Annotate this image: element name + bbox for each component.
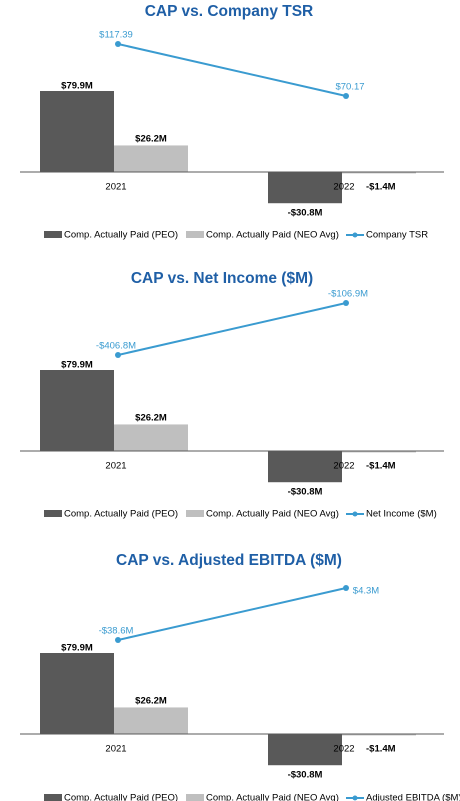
line-point-2021 xyxy=(115,637,121,643)
category-label-2021: 2021 xyxy=(105,461,126,472)
category-label-2022: 2022 xyxy=(333,461,354,472)
bar-value-label: -$1.4M xyxy=(366,461,396,472)
line-value-label: -$38.6M xyxy=(99,626,134,637)
bar-neo-2022 xyxy=(342,734,416,736)
legend-label-peo: Comp. Actually Paid (PEO) xyxy=(64,230,178,241)
bar-neo-2022 xyxy=(342,172,416,174)
bar-value-label: -$1.4M xyxy=(366,744,396,755)
bar-value-label: -$30.8M xyxy=(288,487,323,498)
line-value-label: -$406.8M xyxy=(96,341,136,352)
bar-peo-2022 xyxy=(268,172,342,204)
line-point-2021 xyxy=(115,352,121,358)
line-value-label: $70.17 xyxy=(335,82,364,93)
legend-swatch-neo xyxy=(186,794,204,801)
category-label-2022: 2022 xyxy=(333,182,354,193)
bar-value-label: $79.9M xyxy=(61,643,93,654)
bar-neo-2022 xyxy=(342,451,416,453)
legend-label-peo: Comp. Actually Paid (PEO) xyxy=(64,793,178,801)
bar-peo-2021 xyxy=(40,91,114,172)
legend-swatch-peo xyxy=(44,510,62,517)
bar-value-label: -$1.4M xyxy=(366,182,396,193)
legend-swatch-peo xyxy=(44,231,62,238)
bar-value-label: -$30.8M xyxy=(288,208,323,219)
category-label-2021: 2021 xyxy=(105,182,126,193)
bar-value-label: $26.2M xyxy=(135,413,167,424)
legend-swatch-line-marker xyxy=(352,511,358,517)
bar-peo-2022 xyxy=(268,451,342,483)
legend-label-line: Adjusted EBITDA ($M) xyxy=(366,793,460,801)
line-point-2022 xyxy=(343,300,349,306)
line-point-2022 xyxy=(343,585,349,591)
legend-swatch-neo xyxy=(186,510,204,517)
legend-swatch-line-marker xyxy=(352,795,358,801)
line-point-2021 xyxy=(115,41,121,47)
legend-label-neo: Comp. Actually Paid (NEO Avg) xyxy=(206,509,339,520)
line-value-label: -$106.9M xyxy=(328,289,368,300)
line-series xyxy=(117,302,347,356)
bar-value-label: $26.2M xyxy=(135,134,167,145)
bar-neo-2021 xyxy=(114,145,188,172)
bar-peo-2022 xyxy=(268,734,342,766)
legend-label-peo: Comp. Actually Paid (PEO) xyxy=(64,509,178,520)
line-value-label: $117.39 xyxy=(99,30,133,41)
bar-value-label: $79.9M xyxy=(61,360,93,371)
chart-title: CAP vs. Company TSR xyxy=(145,3,314,20)
legend-label-neo: Comp. Actually Paid (NEO Avg) xyxy=(206,793,339,801)
line-series xyxy=(117,43,347,97)
bar-neo-2021 xyxy=(114,707,188,734)
legend-swatch-neo xyxy=(186,231,204,238)
legend-swatch-peo xyxy=(44,794,62,801)
category-label-2021: 2021 xyxy=(105,744,126,755)
legend-label-line: Company TSR xyxy=(366,230,428,241)
bar-value-label: -$30.8M xyxy=(288,770,323,781)
bar-value-label: $79.9M xyxy=(61,81,93,92)
line-value-label: $4.3M xyxy=(353,586,379,597)
chart-title: CAP vs. Net Income ($M) xyxy=(131,270,313,287)
bar-value-label: $26.2M xyxy=(135,696,167,707)
category-label-2022: 2022 xyxy=(333,744,354,755)
chart-title: CAP vs. Adjusted EBITDA ($M) xyxy=(116,552,342,569)
bar-peo-2021 xyxy=(40,653,114,734)
line-series xyxy=(117,587,347,641)
legend-label-line: Net Income ($M) xyxy=(366,509,437,520)
bar-neo-2021 xyxy=(114,424,188,451)
bar-peo-2021 xyxy=(40,370,114,451)
legend-swatch-line-marker xyxy=(352,232,358,238)
legend-label-neo: Comp. Actually Paid (NEO Avg) xyxy=(206,230,339,241)
line-point-2022 xyxy=(343,93,349,99)
